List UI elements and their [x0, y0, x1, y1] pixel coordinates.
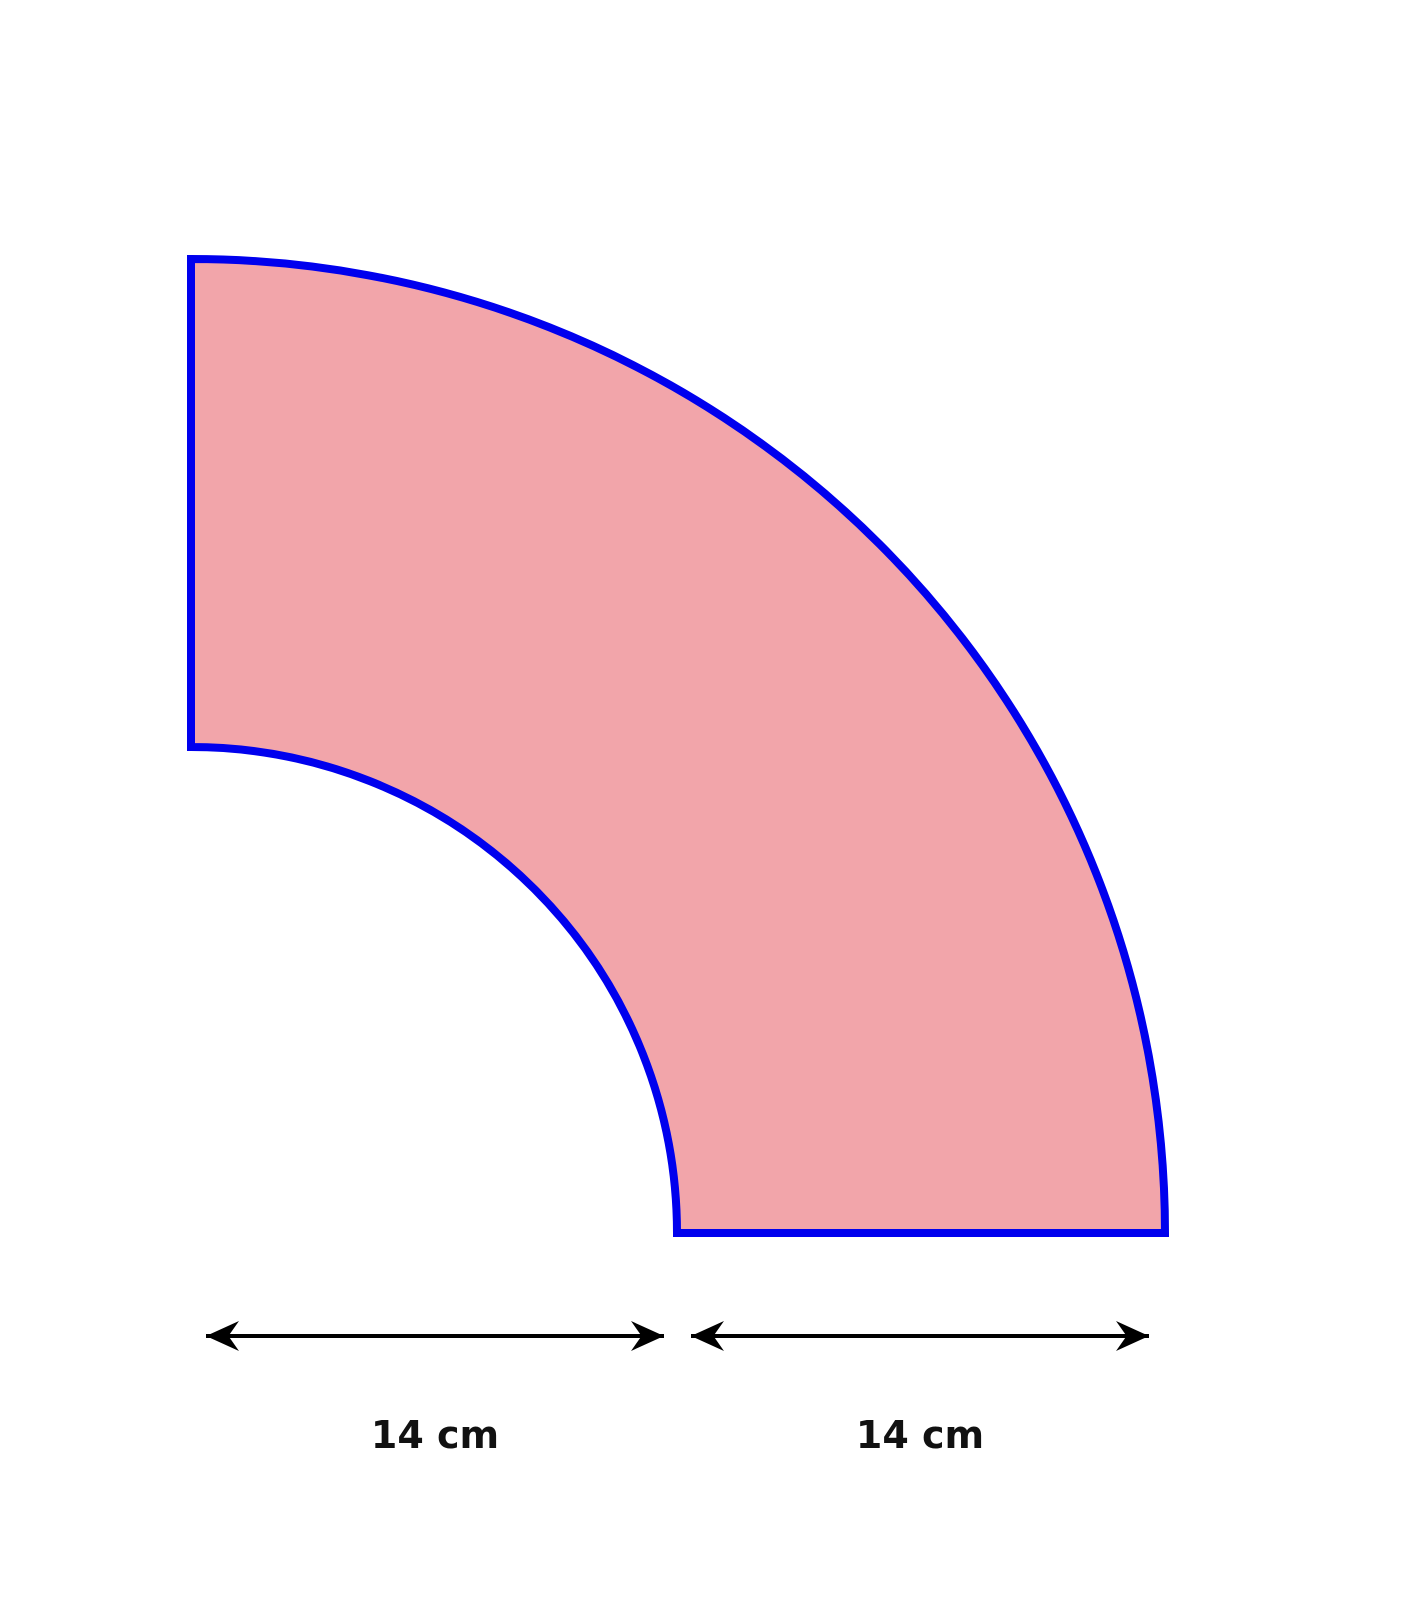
- inner-radius-label: 14 cm: [371, 1413, 499, 1457]
- quarter-annulus-shape: [187, 254, 1170, 1237]
- ring-width-label: 14 cm: [856, 1413, 984, 1457]
